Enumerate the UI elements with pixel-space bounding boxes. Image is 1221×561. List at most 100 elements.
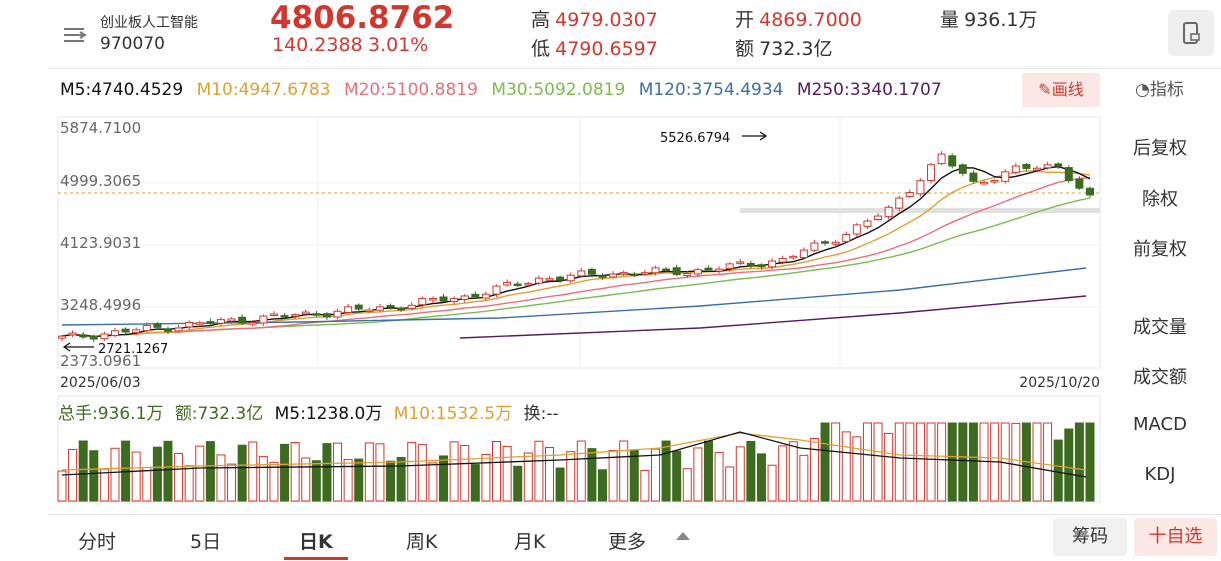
volume-bar bbox=[629, 449, 639, 502]
volume-bar bbox=[937, 422, 947, 502]
candle-body bbox=[312, 313, 321, 316]
volume-bar bbox=[545, 447, 555, 502]
low-value: 4790.6597 bbox=[555, 38, 658, 60]
volume-bar bbox=[195, 445, 205, 502]
volume-bar bbox=[163, 440, 173, 502]
max-arrow-head bbox=[759, 131, 768, 141]
side-item-ex-rights[interactable]: 除权 bbox=[1142, 189, 1178, 210]
candle-body bbox=[715, 268, 724, 272]
candle-body bbox=[185, 322, 194, 328]
y-tick-4: 3248.4996 bbox=[60, 296, 141, 314]
candle-body bbox=[1033, 167, 1042, 171]
candle-body bbox=[503, 281, 512, 286]
stock-name: 创业板人工智能 bbox=[100, 15, 198, 31]
volume-bar bbox=[1053, 439, 1063, 502]
volume-bar bbox=[449, 441, 459, 502]
low-label: 低 bbox=[531, 38, 551, 60]
candle-body bbox=[534, 277, 543, 284]
candle-body bbox=[672, 267, 681, 276]
add-watchlist-button[interactable]: 十自选 bbox=[1134, 518, 1217, 556]
side-item-backward-adjusted[interactable]: 后复权 bbox=[1133, 138, 1187, 159]
candle-body bbox=[799, 249, 808, 259]
candle-body bbox=[905, 192, 914, 197]
candle-body bbox=[948, 155, 957, 167]
kline-frame bbox=[57, 116, 1101, 369]
volume-bar bbox=[608, 449, 618, 502]
volume-bar bbox=[492, 441, 502, 502]
candle-body bbox=[545, 278, 554, 281]
candle-body bbox=[980, 181, 989, 185]
candle-body bbox=[301, 311, 310, 315]
volume-bar bbox=[661, 440, 671, 502]
ma-lines bbox=[61, 165, 1091, 339]
candle-body bbox=[121, 328, 130, 333]
volume-bar bbox=[1074, 422, 1084, 502]
tab-daily-k[interactable]: 日K bbox=[299, 531, 333, 553]
candle-body bbox=[450, 298, 459, 303]
volume-bar bbox=[205, 441, 215, 502]
volume-bar bbox=[439, 455, 449, 502]
volume-bar bbox=[1011, 422, 1021, 502]
caret-up-icon[interactable] bbox=[676, 532, 690, 540]
candle-body bbox=[259, 315, 268, 324]
volume-bar bbox=[735, 446, 745, 502]
candle-body bbox=[556, 276, 565, 281]
tab-intraday[interactable]: 分时 bbox=[78, 531, 117, 553]
menu-button[interactable] bbox=[60, 20, 90, 50]
volume-bar bbox=[184, 465, 194, 502]
candle-body bbox=[163, 328, 172, 332]
ma10-line bbox=[61, 170, 1091, 338]
candle-body bbox=[89, 335, 98, 340]
ma250-line bbox=[459, 295, 1087, 339]
volume-bar bbox=[470, 464, 480, 502]
candle-body bbox=[397, 307, 406, 311]
volume-bar bbox=[269, 461, 279, 502]
tab-weekly-k[interactable]: 周K bbox=[406, 531, 438, 553]
volume-bar bbox=[1064, 428, 1074, 502]
turnover-rate: 换:-- bbox=[523, 404, 559, 424]
volume-bar bbox=[958, 422, 968, 502]
price-change: 140.2388 bbox=[272, 34, 363, 56]
draw-line-button[interactable]: ✎画线 bbox=[1022, 73, 1100, 107]
amount-label: 额 bbox=[735, 38, 755, 60]
volume-bar bbox=[460, 445, 470, 502]
volume-bar bbox=[417, 444, 427, 502]
volume-label: 量 bbox=[940, 9, 960, 31]
side-item-turnover[interactable]: 成交额 bbox=[1133, 367, 1187, 388]
header-divider bbox=[48, 68, 1221, 69]
candle-body bbox=[354, 304, 363, 310]
candle-body bbox=[969, 172, 978, 182]
y-tick-3: 4123.9031 bbox=[60, 234, 141, 252]
side-item-kdj[interactable]: KDJ bbox=[1144, 464, 1176, 485]
indicator-button[interactable]: ◔指标 bbox=[1135, 75, 1184, 100]
volume-bar bbox=[386, 460, 396, 502]
side-item-macd[interactable]: MACD bbox=[1133, 414, 1187, 435]
candle-body bbox=[1064, 167, 1073, 182]
candle-body bbox=[439, 296, 448, 302]
volume-m10: M10:1532.5万 bbox=[393, 404, 513, 424]
tab-5day[interactable]: 5日 bbox=[190, 531, 222, 553]
candle-body bbox=[768, 260, 777, 268]
current-price-band bbox=[740, 208, 1100, 213]
total-volume: 总手:936.1万 bbox=[58, 404, 164, 424]
rotate-screen-button[interactable] bbox=[1168, 10, 1214, 56]
candle-body bbox=[291, 314, 300, 317]
tab-more[interactable]: 更多 bbox=[608, 531, 647, 553]
ma30-value: M30:5092.0819 bbox=[491, 80, 626, 100]
side-item-forward-adjusted[interactable]: 前复权 bbox=[1133, 239, 1187, 260]
volume-bar bbox=[1032, 422, 1042, 502]
draw-line-label: 画线 bbox=[1051, 80, 1084, 99]
volume-bar bbox=[1043, 422, 1053, 502]
side-item-volume[interactable]: 成交量 bbox=[1133, 317, 1187, 338]
candle-body bbox=[174, 327, 183, 332]
candle-body bbox=[1001, 171, 1010, 182]
tab-monthly-k[interactable]: 月K bbox=[514, 531, 546, 553]
volume-bar bbox=[926, 422, 936, 502]
low-stat: 低 4790.6597 bbox=[531, 34, 658, 61]
price-change-pct: 3.01% bbox=[368, 34, 429, 56]
candle-body bbox=[746, 262, 755, 267]
volume-bar bbox=[174, 452, 184, 502]
chips-button[interactable]: 筹码 bbox=[1053, 518, 1127, 556]
volume-bar bbox=[968, 422, 978, 502]
